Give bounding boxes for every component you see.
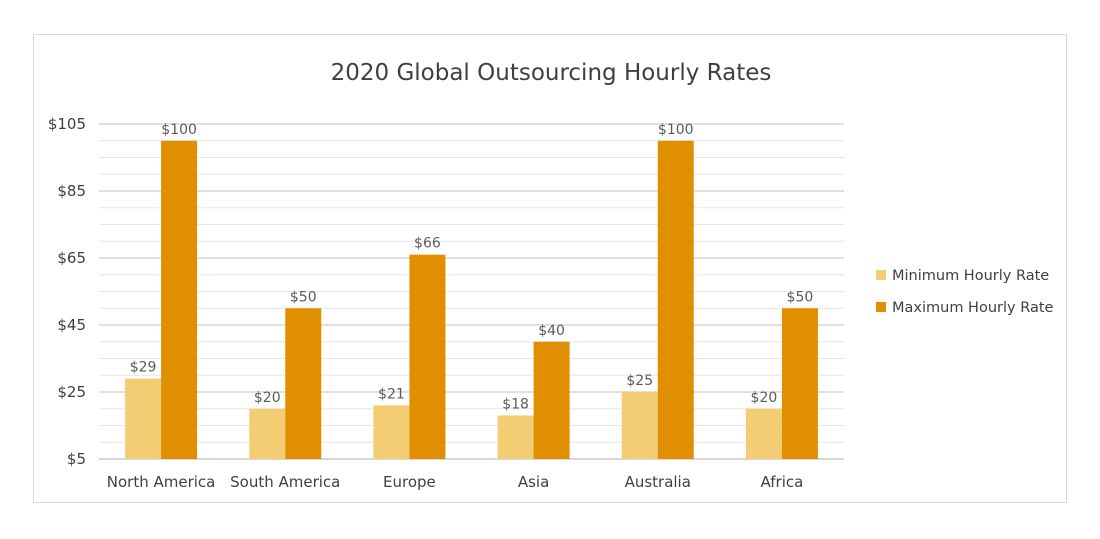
min-rate-data-label: $20 bbox=[751, 390, 778, 406]
legend: Minimum Hourly Rate Maximum Hourly Rate bbox=[876, 268, 1054, 316]
max-rate-data-label: $50 bbox=[787, 289, 814, 305]
max-rate-bar bbox=[285, 308, 322, 459]
y-tick-label: $65 bbox=[57, 249, 86, 267]
chart-svg: 2020 Global Outsourcing Hourly Rates $5$… bbox=[48, 60, 1054, 491]
max-rate-data-label: $100 bbox=[658, 122, 694, 138]
y-tick-label: $85 bbox=[57, 182, 86, 200]
min-rate-bar bbox=[621, 392, 658, 459]
max-rate-bar bbox=[657, 140, 694, 459]
y-axis-ticks: $5 $25 $45 $65 $85 $105 bbox=[48, 115, 86, 468]
max-rate-bar bbox=[161, 140, 198, 459]
max-rate-bar bbox=[533, 341, 570, 459]
min-rate-bar bbox=[249, 408, 286, 459]
chart-frame: 2020 Global Outsourcing Hourly Rates $5 $… bbox=[33, 34, 1067, 503]
legend-label-max: Maximum Hourly Rate bbox=[892, 300, 1054, 316]
y-tick-label: $25 bbox=[57, 383, 86, 401]
min-rate-data-label: $20 bbox=[254, 390, 281, 406]
x-axis-ticks: North America South America Europe Asia Aust… bbox=[107, 473, 804, 491]
min-rate-bar bbox=[373, 405, 410, 459]
min-rate-bar bbox=[125, 378, 162, 459]
legend-swatch-min bbox=[876, 270, 886, 280]
bars bbox=[125, 140, 818, 459]
min-rate-data-label: $29 bbox=[130, 360, 157, 376]
min-rate-bar bbox=[497, 415, 534, 459]
x-category-label: Europe bbox=[383, 473, 436, 491]
x-category-label: Australia bbox=[625, 473, 691, 491]
max-rate-data-label: $66 bbox=[414, 236, 441, 252]
x-category-label: Africa bbox=[761, 473, 804, 491]
max-rate-data-label: $40 bbox=[538, 323, 565, 339]
x-category-label: Asia bbox=[518, 473, 549, 491]
max-rate-bar bbox=[781, 308, 818, 459]
legend-swatch-max bbox=[876, 302, 886, 312]
x-category-label: North America bbox=[107, 473, 216, 491]
min-rate-bar bbox=[745, 408, 782, 459]
max-rate-data-label: $100 bbox=[161, 122, 197, 138]
grid-lines bbox=[99, 123, 844, 460]
chart-title: 2020 Global Outsourcing Hourly Rates bbox=[331, 60, 772, 86]
data-labels: $29 $100 $20 $50 $21 $66 $18 $40 $25 $100 $20 $50 bbox=[130, 122, 814, 413]
min-rate-data-label: $25 bbox=[626, 373, 653, 389]
y-tick-label: $5 bbox=[67, 450, 86, 468]
min-rate-data-label: $18 bbox=[502, 396, 529, 412]
y-tick-label: $105 bbox=[48, 115, 86, 133]
max-rate-bar bbox=[409, 254, 446, 459]
legend-label-min: Minimum Hourly Rate bbox=[892, 268, 1049, 284]
x-category-label: South America bbox=[230, 473, 340, 491]
y-tick-label: $45 bbox=[57, 316, 86, 334]
min-rate-data-label: $21 bbox=[378, 386, 405, 402]
max-rate-data-label: $50 bbox=[290, 289, 317, 305]
